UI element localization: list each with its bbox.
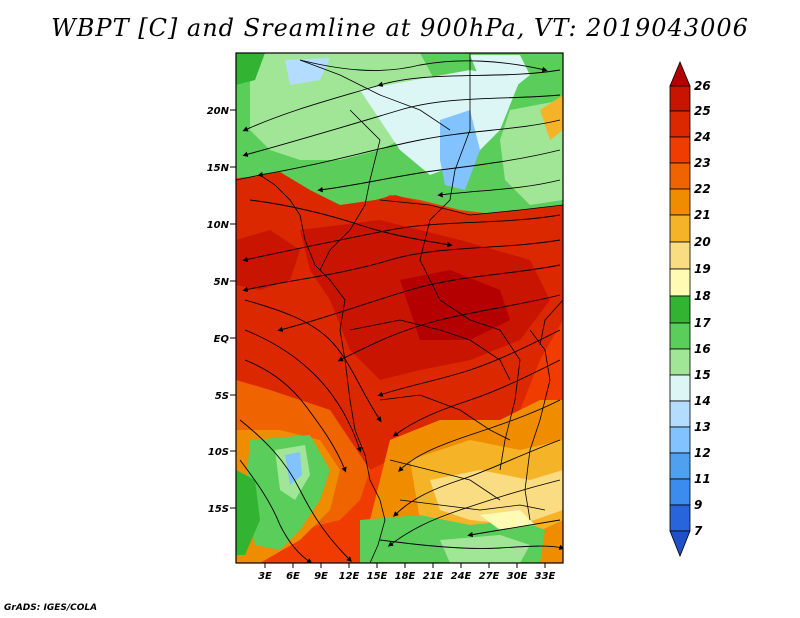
colorbar-bottom-arrow <box>669 530 691 558</box>
lon-label: 6E <box>286 571 300 582</box>
colorbar-swatch <box>669 136 691 164</box>
colorbar-swatch <box>669 400 691 428</box>
colorbar-label: 16 <box>694 342 711 356</box>
lon-label: 24E <box>451 571 472 582</box>
colorbar-label: 25 <box>694 104 711 118</box>
colorbar-label: 22 <box>694 182 711 196</box>
colorbar-swatch <box>669 322 691 350</box>
colorbar-label: 17 <box>694 316 711 330</box>
colorbar-label: 23 <box>694 156 711 170</box>
colorbar-label: 14 <box>694 394 711 408</box>
lon-axis: 3E 6E 9E 12E 15E 18E 21E 24E 27E 30E 33E <box>258 563 556 582</box>
colorbar-label: 24 <box>694 130 711 144</box>
colorbar <box>669 60 691 558</box>
colorbar-top-arrow <box>669 60 691 87</box>
colorbar-label: 11 <box>694 472 711 486</box>
lat-label: 5S <box>215 391 229 402</box>
lon-label: 9E <box>314 571 328 582</box>
colorbar-label: 7 <box>694 524 703 538</box>
lat-label: 15N <box>207 163 230 174</box>
lat-axis: 20N 15N 10N 5N EQ 5S 10S 15S <box>207 106 236 515</box>
colorbar-label: 21 <box>694 208 711 222</box>
wbpt-field <box>236 53 563 563</box>
lat-label: 5N <box>214 277 230 288</box>
lon-label: 12E <box>339 571 360 582</box>
map-frame <box>235 52 564 564</box>
lon-label: 3E <box>258 571 272 582</box>
lon-label: 21E <box>423 571 444 582</box>
colorbar-label: 19 <box>694 262 711 276</box>
colorbar-swatch <box>669 478 691 506</box>
colorbar-swatch <box>669 348 691 376</box>
lat-label: EQ <box>214 334 230 345</box>
chart-title: WBPT [C] and Sreamline at 900hPa, VT: 20… <box>51 14 749 42</box>
lon-label: 30E <box>507 571 528 582</box>
colorbar-swatch <box>669 188 691 216</box>
colorbar-swatch <box>669 214 691 243</box>
colorbar-swatch <box>669 85 691 112</box>
lat-label: 10S <box>208 447 229 458</box>
colorbar-label: 13 <box>694 420 711 434</box>
colorbar-swatch <box>669 241 691 270</box>
colorbar-label: 20 <box>694 235 711 249</box>
lat-label: 10N <box>207 220 230 231</box>
colorbar-swatch <box>669 452 691 480</box>
colorbar-label: 15 <box>694 368 711 382</box>
lon-label: 18E <box>395 571 416 582</box>
lon-label: 27E <box>479 571 500 582</box>
lon-label: 33E <box>535 571 556 582</box>
colorbar-label: 9 <box>694 498 702 512</box>
lon-label: 15E <box>367 571 388 582</box>
colorbar-label: 26 <box>694 79 711 93</box>
colorbar-swatch <box>669 374 691 402</box>
colorbar-swatch <box>669 162 691 190</box>
lat-label: 20N <box>207 106 230 117</box>
grads-credit: GrADS: IGES/COLA <box>4 603 98 613</box>
colorbar-swatch <box>669 295 691 324</box>
lat-label: 15S <box>208 504 229 515</box>
colorbar-swatch <box>669 504 691 532</box>
colorbar-labels: 26 25 24 23 22 21 20 19 18 17 16 15 14 1… <box>694 79 711 538</box>
colorbar-label: 12 <box>694 446 711 460</box>
colorbar-swatch <box>669 426 691 454</box>
country-borders <box>236 53 563 563</box>
colorbar-label: 18 <box>694 289 711 303</box>
colorbar-swatch <box>669 268 691 297</box>
colorbar-swatch <box>669 110 691 138</box>
